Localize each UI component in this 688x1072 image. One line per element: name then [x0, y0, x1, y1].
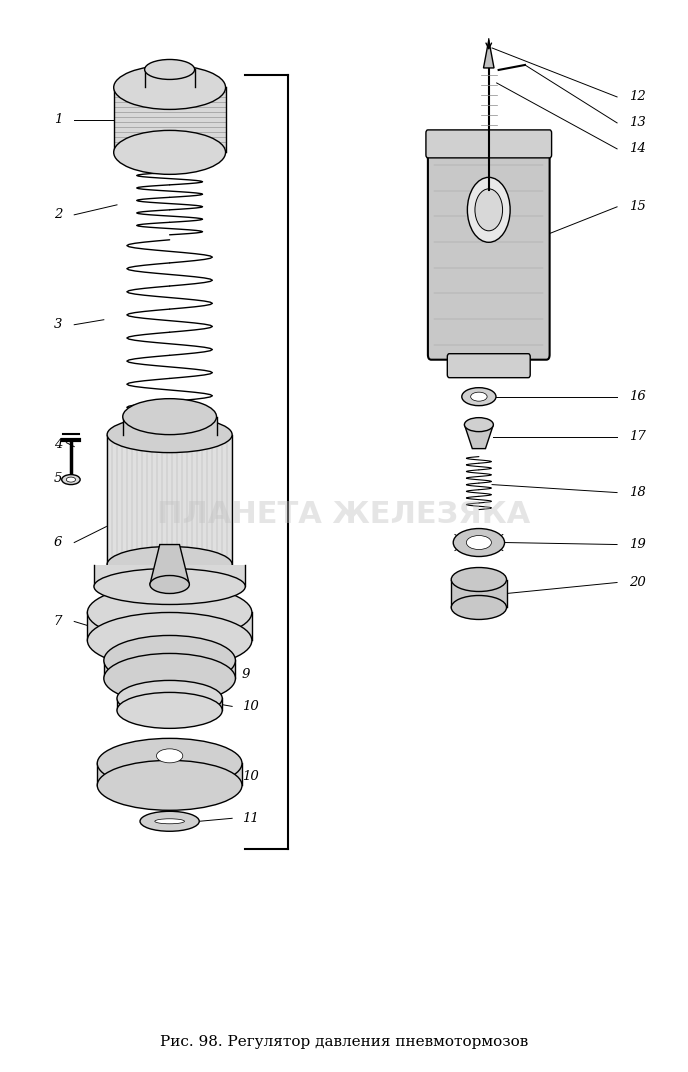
- Ellipse shape: [451, 567, 506, 592]
- Ellipse shape: [156, 749, 183, 763]
- Text: 8: 8: [242, 636, 250, 649]
- Ellipse shape: [107, 417, 232, 452]
- Ellipse shape: [62, 475, 80, 485]
- Ellipse shape: [114, 131, 226, 175]
- Polygon shape: [451, 580, 506, 608]
- Text: 12: 12: [629, 90, 645, 103]
- Ellipse shape: [462, 388, 496, 405]
- Ellipse shape: [97, 739, 242, 788]
- Ellipse shape: [451, 595, 506, 620]
- Text: 5: 5: [54, 472, 62, 486]
- Ellipse shape: [87, 584, 252, 640]
- Ellipse shape: [114, 65, 226, 109]
- Text: 20: 20: [629, 576, 645, 589]
- Polygon shape: [97, 763, 242, 786]
- Ellipse shape: [104, 654, 235, 703]
- Polygon shape: [117, 698, 222, 711]
- Text: 19: 19: [629, 538, 645, 551]
- Text: 6: 6: [54, 536, 62, 549]
- Text: 2: 2: [54, 208, 62, 221]
- Text: 11: 11: [242, 812, 259, 824]
- Polygon shape: [107, 434, 232, 565]
- Ellipse shape: [466, 536, 491, 550]
- Ellipse shape: [471, 392, 487, 401]
- Polygon shape: [114, 88, 226, 152]
- Text: 10: 10: [242, 700, 259, 713]
- Ellipse shape: [475, 189, 502, 230]
- Text: 14: 14: [629, 143, 645, 155]
- Ellipse shape: [453, 528, 504, 556]
- Text: 4: 4: [54, 438, 62, 451]
- Ellipse shape: [117, 693, 222, 728]
- FancyBboxPatch shape: [428, 150, 550, 360]
- Ellipse shape: [150, 576, 189, 594]
- Text: 1: 1: [54, 114, 62, 126]
- Polygon shape: [144, 70, 195, 88]
- Polygon shape: [104, 660, 235, 679]
- Text: 10: 10: [242, 770, 259, 783]
- Polygon shape: [484, 40, 494, 68]
- Ellipse shape: [104, 636, 235, 685]
- Text: 17: 17: [629, 430, 645, 443]
- Text: 9: 9: [242, 668, 250, 681]
- Ellipse shape: [464, 418, 493, 432]
- Polygon shape: [94, 565, 246, 586]
- Text: 18: 18: [629, 486, 645, 500]
- Text: 16: 16: [629, 390, 645, 403]
- Text: Рис. 98. Регулятор давления пневмотормозов: Рис. 98. Регулятор давления пневмотормоз…: [160, 1034, 528, 1049]
- Text: 7: 7: [54, 615, 62, 628]
- Text: 3: 3: [54, 318, 62, 331]
- Text: 15: 15: [629, 200, 645, 213]
- Ellipse shape: [87, 612, 252, 669]
- FancyBboxPatch shape: [426, 130, 552, 158]
- Ellipse shape: [122, 399, 217, 434]
- Text: ПЛАНЕТА ЖЕЛЕЗЯКА: ПЛАНЕТА ЖЕЛЕЗЯКА: [158, 500, 530, 530]
- Ellipse shape: [140, 812, 200, 831]
- Ellipse shape: [144, 59, 195, 79]
- Polygon shape: [464, 425, 493, 448]
- Ellipse shape: [117, 681, 222, 716]
- Ellipse shape: [97, 760, 242, 810]
- Ellipse shape: [66, 477, 76, 482]
- Ellipse shape: [467, 177, 510, 242]
- Ellipse shape: [107, 547, 232, 582]
- FancyBboxPatch shape: [447, 354, 530, 377]
- Polygon shape: [150, 545, 189, 584]
- Polygon shape: [122, 417, 217, 434]
- Ellipse shape: [155, 819, 184, 823]
- Text: 13: 13: [629, 117, 645, 130]
- Ellipse shape: [94, 568, 246, 605]
- Polygon shape: [87, 612, 252, 640]
